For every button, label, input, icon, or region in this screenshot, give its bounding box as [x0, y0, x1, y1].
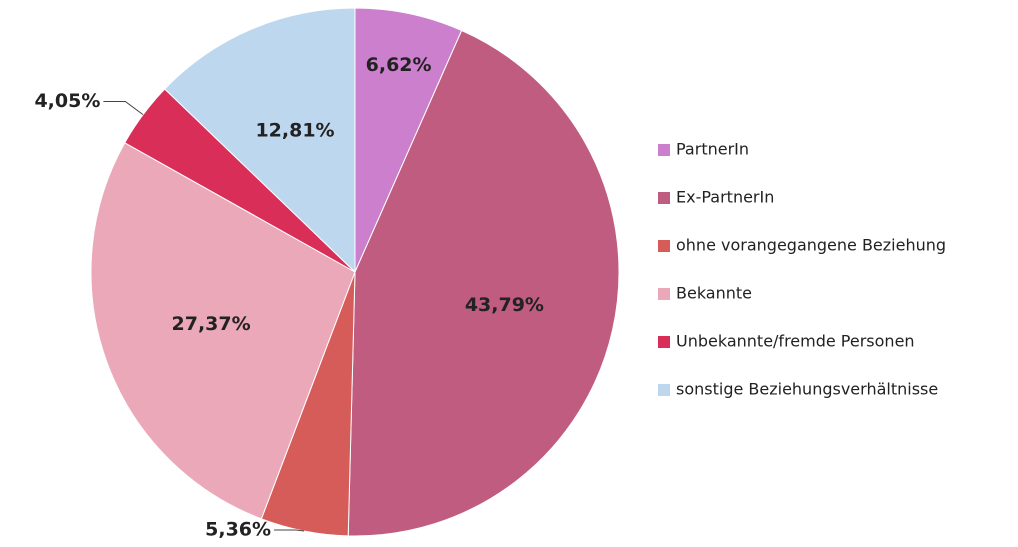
- legend-swatch: [658, 192, 670, 204]
- pie-slice: [90, 142, 356, 520]
- legend-swatch: [658, 240, 670, 252]
- pie-slice: [354, 7, 463, 273]
- legend-label: sonstige Beziehungsverhältnisse: [676, 380, 938, 399]
- legend-swatch: [658, 288, 670, 300]
- legend-label: Unbekannte/fremde Personen: [676, 332, 915, 351]
- value-label: 27,37%: [172, 313, 251, 335]
- value-label: 5,36%: [205, 519, 271, 541]
- leader-line: [274, 529, 305, 532]
- value-label: 4,05%: [34, 90, 100, 112]
- legend-label: Bekannte: [676, 284, 752, 303]
- value-label: 43,79%: [465, 294, 544, 316]
- value-label: 6,62%: [366, 54, 432, 76]
- legend-swatch: [658, 336, 670, 348]
- value-label: 12,81%: [255, 120, 334, 142]
- pie-slice: [164, 7, 356, 274]
- leader-line: [103, 101, 144, 116]
- pie-slice: [347, 29, 620, 537]
- legend-swatch: [658, 144, 670, 156]
- legend-label: PartnerIn: [676, 140, 749, 159]
- legend-label: Ex-PartnerIn: [676, 188, 774, 207]
- legend-swatch: [658, 384, 670, 396]
- legend-label: ohne vorangegangene Beziehung: [676, 236, 946, 255]
